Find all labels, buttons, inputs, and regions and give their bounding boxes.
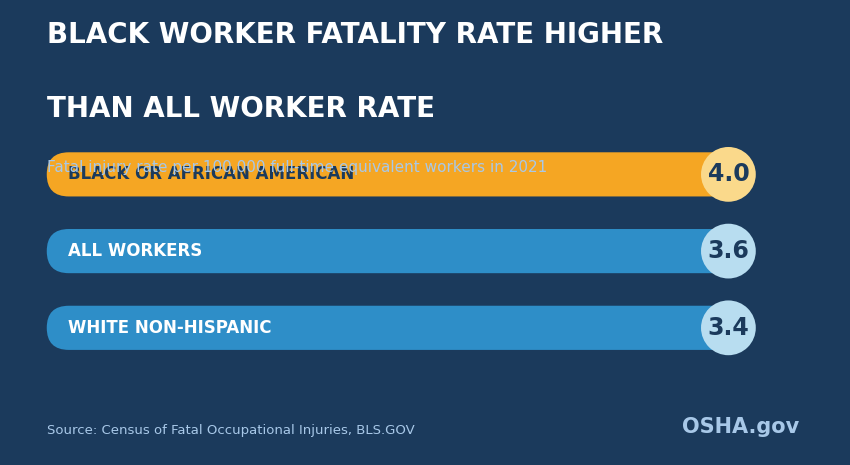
Ellipse shape xyxy=(701,224,756,279)
Text: Source: Census of Fatal Occupational Injuries, BLS.GOV: Source: Census of Fatal Occupational Inj… xyxy=(47,424,415,437)
Ellipse shape xyxy=(701,300,756,355)
Text: ALL WORKERS: ALL WORKERS xyxy=(68,242,202,260)
Text: Fatal injury rate per 100,000 full-time equivalent workers in 2021: Fatal injury rate per 100,000 full-time … xyxy=(47,160,547,175)
Text: BLACK WORKER FATALITY RATE HIGHER: BLACK WORKER FATALITY RATE HIGHER xyxy=(47,21,663,49)
FancyBboxPatch shape xyxy=(47,306,735,350)
FancyBboxPatch shape xyxy=(47,153,735,197)
FancyBboxPatch shape xyxy=(47,229,735,273)
Text: BLACK OR AFRICAN AMERICAN: BLACK OR AFRICAN AMERICAN xyxy=(68,166,354,183)
Ellipse shape xyxy=(701,147,756,202)
Text: 3.6: 3.6 xyxy=(707,239,750,263)
Text: 3.4: 3.4 xyxy=(707,316,750,340)
Text: WHITE NON-HISPANIC: WHITE NON-HISPANIC xyxy=(68,319,271,337)
Text: OSHA.gov: OSHA.gov xyxy=(682,417,799,437)
Text: 4.0: 4.0 xyxy=(707,162,750,186)
Text: THAN ALL WORKER RATE: THAN ALL WORKER RATE xyxy=(47,95,434,123)
